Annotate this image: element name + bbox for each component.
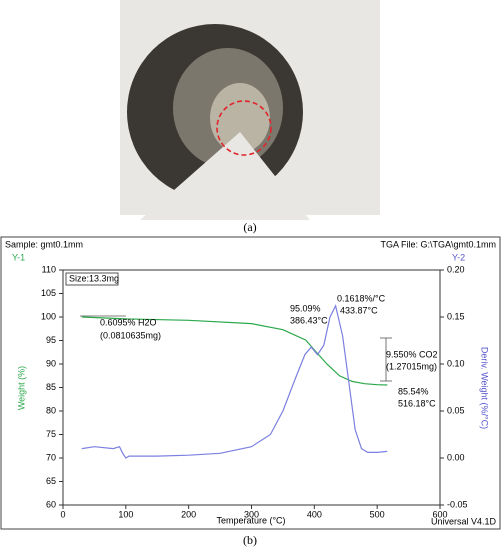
x-tick-label: 300 [244, 509, 259, 519]
annotation: 0.1618%/°C [337, 293, 386, 303]
chart-panel [0, 236, 501, 530]
series-line [81, 304, 388, 459]
x-tick-label: 100 [118, 509, 133, 519]
annotation: 0.6095% H2O [100, 317, 157, 327]
y-tick-label: 70 [46, 452, 56, 462]
annotation: (0.0810635mg) [100, 330, 161, 340]
x-tick-label: 600 [432, 509, 447, 519]
photo [127, 24, 310, 220]
y2-tick-label: 0.05 [447, 405, 465, 415]
caption: (a) [243, 220, 256, 234]
annotation: (1.27015mg) [386, 361, 437, 371]
x-tick-label: 400 [307, 509, 322, 519]
annotation: 433.87°C [340, 305, 378, 315]
annotation: 9.550% CO2 [386, 349, 438, 359]
y-label: Weight (%) [16, 366, 26, 410]
size: Size:13.3mg [69, 273, 119, 283]
sample: Sample: gmt0.1mm [5, 239, 83, 249]
y1-tag: Y-1 [12, 252, 25, 262]
y2-label: Deriv. Weight (%/°C) [480, 347, 490, 429]
y-tick-label: 105 [41, 288, 56, 298]
y2-tick-label: 0.10 [447, 358, 465, 368]
y2-tick-label: 0.15 [447, 311, 465, 321]
annotation: 85.54% [398, 386, 429, 396]
y2-tick-label: 0.20 [447, 264, 465, 274]
y-tick-label: 75 [46, 429, 56, 439]
x-tick-label: 0 [60, 509, 65, 519]
annotation: 516.18°C [398, 398, 436, 408]
size-box [65, 272, 119, 286]
y-tick-label: 90 [46, 358, 56, 368]
y2-tag: Y-2 [452, 252, 465, 262]
y-tick-label: 95 [46, 335, 56, 345]
y-tick-label: 60 [46, 499, 56, 509]
y-tick-label: 110 [42, 264, 56, 274]
y2-tick-label: 0.00 [447, 452, 465, 462]
y-tick-label: 65 [46, 476, 56, 486]
x-tick-label: 200 [181, 509, 196, 519]
x-label: Temperature (°C) [216, 515, 285, 525]
annotation: 386.43°C [290, 315, 328, 325]
y-tick-label: 100 [41, 311, 56, 321]
x-tick-label: 500 [370, 509, 385, 519]
y-tick-label: 85 [46, 382, 56, 392]
software: Universal V4.1D [431, 516, 497, 526]
y-tick-label: 80 [46, 405, 56, 415]
y2-tick-label: -0.05 [447, 499, 468, 509]
annotation: 95.09% [290, 303, 321, 313]
caption: (b) [243, 533, 257, 547]
co2-bracket [80, 315, 392, 382]
file: TGA File: G:\TGA\gmt0.1mm [380, 239, 496, 249]
